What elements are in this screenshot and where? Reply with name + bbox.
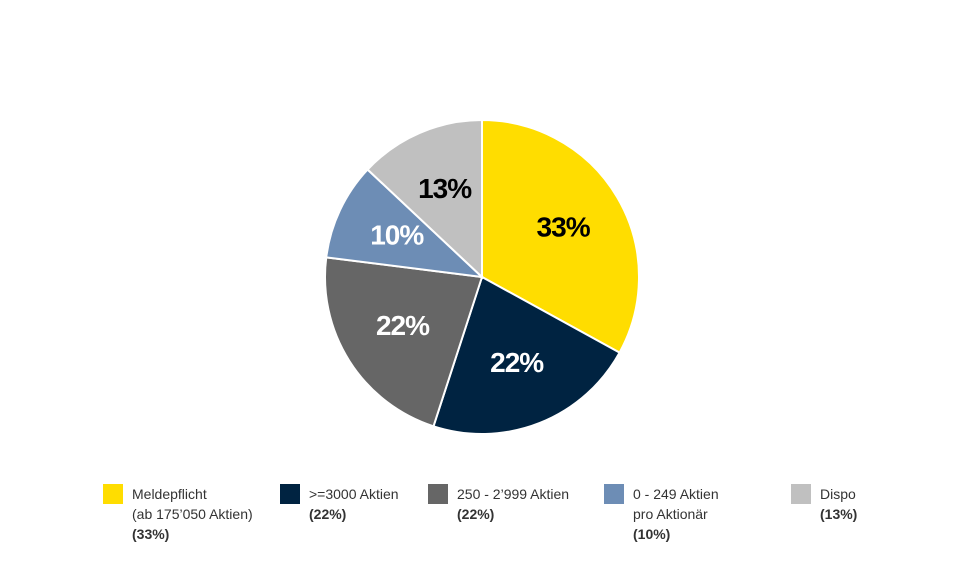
legend-swatch [280, 484, 300, 504]
legend-text: Meldepflicht (ab 175’050 Aktien) (33%) [132, 484, 253, 544]
legend-text: 250 - 2’999 Aktien (22%) [457, 484, 569, 524]
data-label: 33% [537, 211, 591, 242]
pie-slice [366, 118, 483, 280]
pie-slice [481, 118, 640, 354]
legend-value: (22%) [309, 506, 347, 522]
chart: 33% 22% 22% 10% 13% [324, 118, 640, 435]
pie-slice [324, 256, 484, 428]
legend-item: 250 - 2’999 Aktien (22%) [428, 484, 569, 524]
legend-item: 0 - 249 Aktien pro Aktionär (10%) [604, 484, 719, 544]
legend-label: Dispo [820, 486, 856, 502]
legend-swatch [103, 484, 123, 504]
legend-text: Dispo (13%) [820, 484, 857, 524]
legend-swatch [604, 484, 624, 504]
legend-item: Dispo (13%) [791, 484, 857, 524]
legend-label: Meldepflicht (ab 175’050 Aktien) [132, 486, 253, 522]
data-label: 10% [370, 219, 424, 250]
legend-swatch [791, 484, 811, 504]
data-label: 22% [376, 310, 430, 341]
pie-slice [432, 275, 621, 435]
legend-item: Meldepflicht (ab 175’050 Aktien) (33%) [103, 484, 253, 544]
legend-swatch [428, 484, 448, 504]
legend-item: >=3000 Aktien (22%) [280, 484, 399, 524]
legend-text: 0 - 249 Aktien pro Aktionär (10%) [633, 484, 719, 544]
data-label: 13% [418, 173, 472, 204]
pie-slice [325, 168, 485, 279]
legend-value: (33%) [132, 526, 170, 542]
legend-label: >=3000 Aktien [309, 486, 399, 502]
legend-label: 250 - 2’999 Aktien [457, 486, 570, 502]
legend-value: (13%) [820, 506, 858, 522]
legend-value: (10%) [633, 526, 671, 542]
legend-value: (22%) [457, 506, 495, 522]
legend-label: 0 - 249 Aktien pro Aktionär [633, 486, 719, 522]
legend-text: >=3000 Aktien (22%) [309, 484, 399, 524]
data-label: 22% [490, 347, 544, 378]
